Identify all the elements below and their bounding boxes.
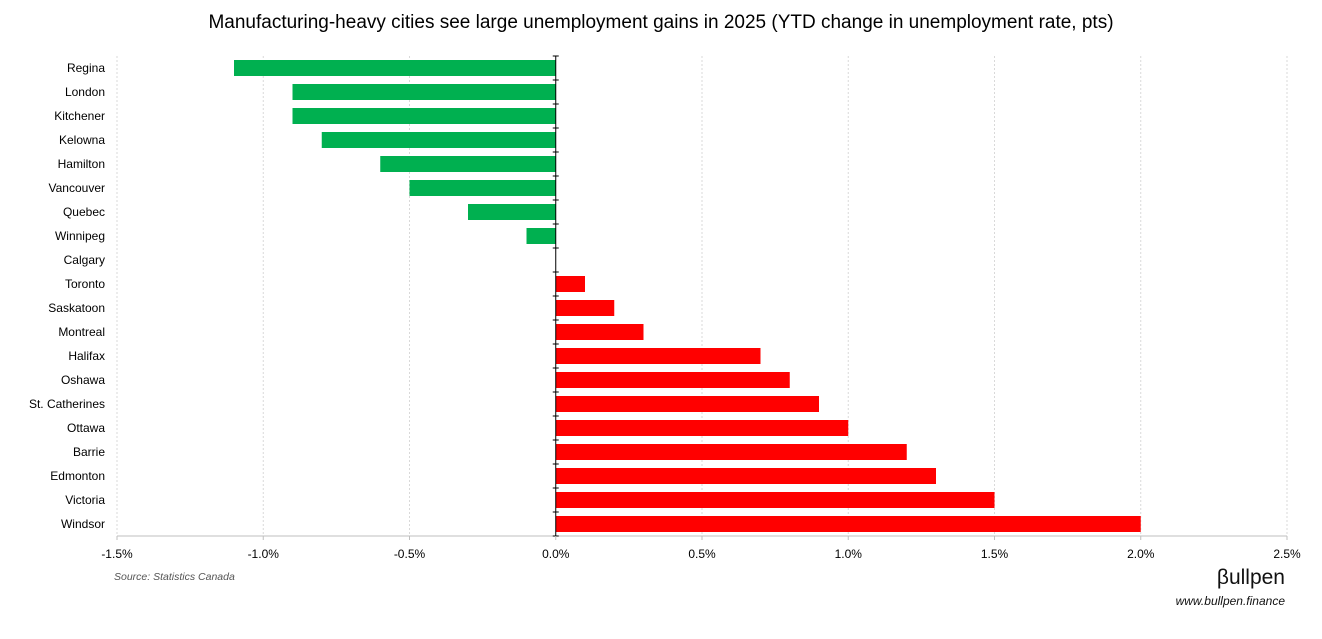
x-tick-label: 1.0%: [835, 547, 863, 560]
gridlines: [116, 56, 1288, 536]
bar-st-catherines: [555, 396, 819, 412]
category-label: Oshawa: [61, 373, 105, 387]
category-label: Halifax: [68, 349, 105, 363]
source-note: Source: Statistics Canada: [114, 571, 235, 583]
category-label: Hamilton: [58, 157, 105, 171]
bars: [234, 60, 1141, 532]
bar-vancouver: [409, 180, 556, 196]
bar-kelowna: [321, 132, 556, 148]
category-label: Barrie: [73, 445, 105, 459]
bar-chart: Regina London Kitchener Kelowna Hamilton Vanc…: [29, 55, 1301, 560]
bar-victoria: [555, 492, 995, 508]
category-label: Kelowna: [59, 133, 105, 147]
category-label: Montreal: [58, 325, 105, 339]
bar-windsor: [555, 516, 1141, 532]
category-label: Vancouver: [49, 181, 105, 195]
bar-london: [292, 84, 556, 100]
bullpen-logo: βullpen: [1216, 566, 1285, 589]
category-label: Edmonton: [50, 469, 105, 483]
bar-toronto: [555, 276, 585, 292]
axes: [116, 55, 1288, 540]
brand-url: www.bullpen.finance: [1175, 594, 1285, 608]
category-label: Windsor: [61, 517, 105, 531]
category-label: Toronto: [65, 277, 105, 291]
x-tick-labels: -1.5% -1.0% -0.5% 0.0% 0.5% 1.0% 1.5% 2.0% 2.5%: [101, 547, 1301, 560]
category-labels: Regina London Kitchener Kelowna Hamilton Vanc…: [29, 61, 105, 531]
brand-block: βullpen www.bullpen.finance: [1160, 566, 1285, 608]
bar-regina: [234, 60, 556, 76]
category-label: Winnipeg: [55, 229, 105, 243]
chart-title: Manufacturing-heavy cities see large une…: [208, 12, 1114, 33]
category-label: Victoria: [65, 493, 105, 507]
bar-halifax: [555, 348, 761, 364]
bar-hamilton: [380, 156, 556, 172]
x-tick-label: -0.5%: [394, 547, 426, 560]
category-label: Calgary: [64, 253, 105, 267]
category-label: St. Catherines: [29, 397, 105, 411]
category-label: Quebec: [63, 205, 105, 219]
x-tick-label: -1.0%: [248, 547, 280, 560]
bar-quebec: [468, 204, 556, 220]
bar-edmonton: [555, 468, 936, 484]
category-label: Regina: [67, 61, 105, 75]
bar-saskatoon: [555, 300, 615, 316]
x-tick-label: 0.0%: [542, 547, 570, 560]
x-tick-label: 2.5%: [1273, 547, 1301, 560]
x-tick-label: -1.5%: [101, 547, 133, 560]
category-label: Ottawa: [67, 421, 105, 435]
category-label: Saskatoon: [48, 301, 105, 315]
category-label: Kitchener: [54, 109, 105, 123]
bar-montreal: [555, 324, 644, 340]
x-tick-label: 0.5%: [688, 547, 716, 560]
bar-kitchener: [292, 108, 556, 124]
bar-oshawa: [555, 372, 790, 388]
x-tick-label: 2.0%: [1127, 547, 1155, 560]
x-tick-label: 1.5%: [981, 547, 1009, 560]
bar-winnipeg: [526, 228, 556, 244]
bar-ottawa: [555, 420, 849, 436]
bar-barrie: [555, 444, 907, 460]
category-label: London: [65, 85, 105, 99]
